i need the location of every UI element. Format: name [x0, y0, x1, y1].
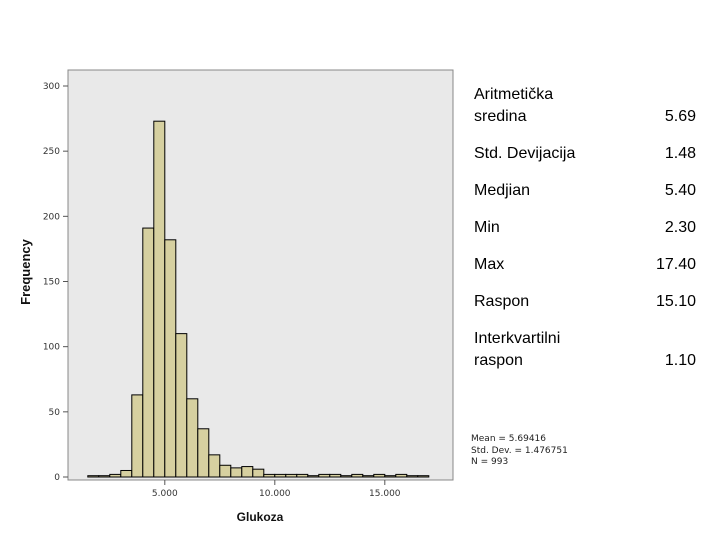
x-tick-label-10: 10.000: [259, 489, 291, 499]
histogram-bar-30: [417, 475, 430, 478]
statistics-table: Aritmetička sredina 5.69 Std. Devijacija…: [474, 84, 696, 372]
stat-label-iqr-line2: raspon: [474, 352, 523, 369]
histogram-bar-19: [296, 473, 309, 478]
y-tick-label-150: 150: [43, 278, 60, 288]
histogram-bar-15: [252, 468, 265, 478]
histogram-bar-26: [373, 473, 386, 478]
histogram-bar-20: [307, 475, 320, 478]
histogram-bar-6: [153, 120, 166, 478]
histogram-bar-3: [120, 469, 133, 478]
histogram-chart: 0 50 100 150 200 250 300 5.000 10.000 15.000 Fre…: [18, 69, 454, 524]
histogram-bar-29: [406, 475, 419, 478]
stat-value-iqr: 1.10: [664, 352, 696, 369]
stat-label-min: Min: [474, 219, 500, 236]
legend-std: Std. Dev. = 1.476751: [471, 445, 568, 456]
x-axis-title: Glukoza: [237, 510, 284, 524]
y-tick-label-200: 200: [43, 212, 60, 222]
stat-value-range: 15.10: [655, 293, 696, 310]
histogram-bar-28: [395, 473, 408, 478]
y-tick-label-0: 0: [54, 473, 60, 483]
y-tick-label-250: 250: [43, 147, 60, 157]
stat-row-std: Std. Devijacija 1.48: [474, 143, 696, 165]
histogram-bar-4: [131, 394, 144, 478]
histogram-bar-1: [98, 475, 111, 478]
histogram-bar-0: [87, 475, 100, 478]
y-tick-label-300: 300: [43, 82, 60, 92]
histogram-bar-23: [340, 475, 353, 478]
chart-legend-stats: Mean = 5.69416 Std. Dev. = 1.476751 N = …: [471, 434, 568, 469]
histogram-bar-12: [219, 464, 232, 478]
x-tick-label-15: 15.000: [369, 489, 401, 499]
stat-label-mean-line2: sredina: [474, 108, 527, 125]
y-axis-title: Frequency: [18, 238, 33, 305]
stat-row-iqr: Interkvartilni raspon 1.10: [474, 328, 696, 372]
histogram-bar-24: [351, 473, 364, 478]
histogram-bar-18: [285, 473, 298, 478]
stat-value-min: 2.30: [664, 219, 696, 236]
stat-label-iqr-line1: Interkvartilni: [474, 330, 561, 347]
stat-label-std: Std. Devijacija: [474, 145, 576, 162]
histogram-bar-27: [384, 475, 397, 478]
stat-row-range: Raspon 15.10: [474, 291, 696, 313]
histogram-bar-9: [186, 398, 199, 478]
histogram-bar-5: [142, 227, 155, 478]
stat-value-median: 5.40: [664, 182, 696, 199]
legend-mean: Mean = 5.69416: [471, 434, 547, 444]
histogram-bar-14: [241, 466, 254, 478]
histogram-bar-22: [329, 473, 342, 478]
stat-label-range: Raspon: [474, 293, 530, 310]
stat-row-max: Max 17.40: [474, 254, 696, 276]
legend-n: N = 993: [471, 457, 509, 467]
histogram-bar-13: [230, 467, 243, 478]
histogram-bar-7: [164, 239, 177, 478]
stat-row-mean: Aritmetička sredina 5.69: [474, 84, 696, 128]
histogram-bar-25: [362, 475, 375, 478]
stat-value-std: 1.48: [664, 145, 696, 162]
stat-row-median: Medjian 5.40: [474, 180, 696, 202]
histogram-bar-16: [263, 473, 276, 478]
histogram-bar-21: [318, 473, 331, 478]
y-tick-label-50: 50: [49, 408, 61, 418]
stat-value-mean: 5.69: [664, 108, 696, 125]
stat-label-max: Max: [474, 256, 505, 273]
histogram-bar-8: [175, 333, 188, 478]
histogram-bar-2: [109, 473, 122, 478]
histogram-bar-17: [274, 473, 287, 478]
stat-label-mean-line1: Aritmetička: [474, 86, 554, 103]
stat-row-min: Min 2.30: [474, 217, 696, 239]
histogram-bar-10: [197, 428, 210, 478]
y-tick-label-100: 100: [43, 343, 60, 353]
stat-label-median: Medjian: [474, 182, 531, 199]
stat-value-max: 17.40: [655, 256, 696, 273]
x-tick-label-5: 5.000: [152, 489, 178, 499]
plot-area: [67, 69, 454, 481]
histogram-bar-11: [208, 454, 221, 478]
